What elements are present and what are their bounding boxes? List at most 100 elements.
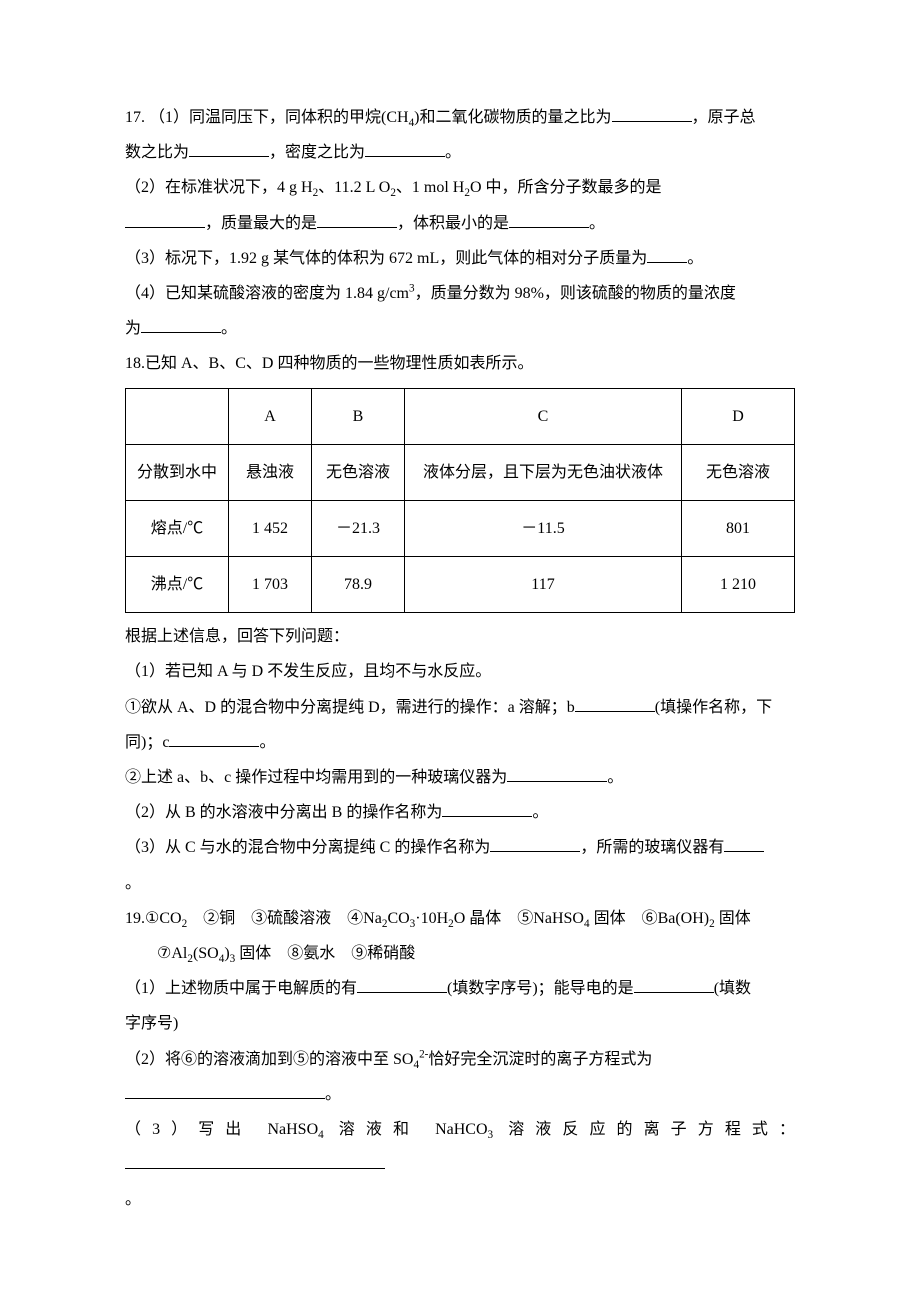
q18-p1: （1）若已知 A 与 D 不发生反应，且均不与水反应。 [125, 654, 795, 689]
q19-items-c: CO [387, 910, 409, 927]
q18-after-table: 根据上述信息，回答下列问题： [125, 619, 795, 654]
q19-p3-end: 。 [125, 1182, 795, 1217]
q19-p2-a: （2）将⑥的溶液滴加到⑤的溶液中至 SO [125, 1051, 413, 1068]
cell: 分散到水中 [126, 444, 229, 500]
q19-items-a: ①CO [145, 910, 182, 927]
q19-p2-c: 。 [325, 1086, 341, 1103]
q19-line2: ⑦Al2(SO4)3 固体 ⑧氨水 ⑨稀硝酸 [125, 936, 795, 971]
q18-p2-a: （2）从 B 的水溶液中分离出 B 的操作名称为 [125, 804, 442, 821]
cell: 801 [682, 500, 795, 556]
q19-line2-a: ⑦Al [157, 945, 187, 962]
q17-line4: ，质量最大的是，体积最小的是。 [125, 206, 795, 241]
q17-line4-b: ，体积最小的是 [397, 215, 509, 232]
blank [442, 800, 532, 817]
q18-p3-b: ，所需的玻璃仪器有 [580, 839, 724, 856]
cell: 1 452 [229, 500, 312, 556]
q17-line5-b: 。 [687, 250, 703, 267]
q19-p2: （2）将⑥的溶液滴加到⑤的溶液中至 SO42-恰好完全沉淀时的离子方程式为 [125, 1042, 795, 1077]
q18-p1b-a: ②上述 a、b、c 操作过程中均需用到的一种玻璃仪器为 [125, 769, 507, 786]
q19-items-g: 固体 [715, 910, 751, 927]
blank [125, 1152, 385, 1169]
q17-line3: （2）在标准状况下，4 g H2、11.2 L O2、1 mol H2O 中，所… [125, 170, 795, 205]
q18-intro-text: 已知 A、B、C、D 四种物质的一些物理性质如表所示。 [145, 355, 533, 372]
q17-line3-b: 、11.2 L O [318, 179, 390, 196]
q18-p1a-a: ①欲从 A、D 的混合物中分离提纯 D，需进行的操作：a 溶解；b [125, 699, 575, 716]
cell: －11.5 [405, 500, 682, 556]
q18-p1a-line2: 同)；c 。 [125, 725, 795, 760]
q17-number: 17. [125, 109, 145, 126]
q17-line5-a: （3）标况下，1.92 g 某气体的体积为 672 mL，则此气体的相对分子质量… [125, 250, 647, 267]
cell: 78.9 [312, 557, 405, 613]
q17-line2-c: 。 [445, 144, 461, 161]
q19-p3-a: （3）写出 NaHSO [125, 1121, 318, 1138]
q19-p1-b: (填数字序号)；能导电的是 [447, 980, 634, 997]
th-c: C [405, 388, 682, 444]
th-d: D [682, 388, 795, 444]
cell: －21.3 [312, 500, 405, 556]
q19-line1: 19.①CO2 ②铜 ③硫酸溶液 ④Na2CO3·10H2O 晶体 ⑤NaHSO… [125, 901, 795, 936]
blank [189, 140, 269, 157]
blank [507, 765, 607, 782]
q19-p2-b: 恰好完全沉淀时的离子方程式为 [428, 1051, 652, 1068]
blank [490, 835, 580, 852]
q18-p2-b: 。 [532, 804, 548, 821]
table-row: 分散到水中 悬浊液 无色溶液 液体分层，且下层为无色油状液体 无色溶液 [126, 444, 795, 500]
table-row: 沸点/℃ 1 703 78.9 117 1 210 [126, 557, 795, 613]
q17-line2-b: ，密度之比为 [269, 144, 365, 161]
q19-items-d: ·10H [415, 910, 448, 927]
q17-line7-a: 为 [125, 320, 141, 337]
q18-p3-a: （3）从 C 与水的混合物中分离提纯 C 的操作名称为 [125, 839, 490, 856]
q17-line3-a: （2）在标准状况下，4 g H [125, 179, 313, 196]
table-row: 熔点/℃ 1 452 －21.3 －11.5 801 [126, 500, 795, 556]
cell: 熔点/℃ [126, 500, 229, 556]
q19-p3-c: 溶液反应的离子方程式： [493, 1121, 795, 1138]
q17-line1-b: （1）同温同压下，同体积的甲烷(CH [149, 109, 409, 126]
q18-p3-end: 。 [125, 866, 795, 901]
blank [575, 695, 655, 712]
q17-line6-a: （4）已知某硫酸溶液的密度为 1.84 g/cm [125, 285, 409, 302]
q19-line2-d: 固体 ⑧氨水 ⑨稀硝酸 [235, 945, 415, 962]
q18-p1b: ②上述 a、b、c 操作过程中均需用到的一种玻璃仪器为。 [125, 760, 795, 795]
cell: 液体分层，且下层为无色油状液体 [405, 444, 682, 500]
th-b: B [312, 388, 405, 444]
q19-p3-b: 溶液和 NaHCO [324, 1121, 488, 1138]
q19-p2-line2: 。 [125, 1077, 795, 1112]
cell: 1 210 [682, 557, 795, 613]
cell: 沸点/℃ [126, 557, 229, 613]
th-blank [126, 388, 229, 444]
q18-intro: 18.已知 A、B、C、D 四种物质的一些物理性质如表所示。 [125, 346, 795, 381]
blank [125, 211, 205, 228]
blank [141, 316, 221, 333]
q17-line2-a: 数之比为 [125, 144, 189, 161]
cell: 117 [405, 557, 682, 613]
q19-p1-a: （1）上述物质中属于电解质的有 [125, 980, 357, 997]
cell: 悬浊液 [229, 444, 312, 500]
q18-p1a-c: 同)；c [125, 734, 169, 751]
q17-line5: （3）标况下，1.92 g 某气体的体积为 672 mL，则此气体的相对分子质量… [125, 241, 795, 276]
q18-p1a: ①欲从 A、D 的混合物中分离提纯 D，需进行的操作：a 溶解；b(填操作名称，… [125, 690, 795, 725]
q17-line6: （4）已知某硫酸溶液的密度为 1.84 g/cm3，质量分数为 98%，则该硫酸… [125, 276, 795, 311]
q17-line1-c: )和二氧化碳物质的量之比为 [414, 109, 611, 126]
blank [357, 976, 447, 993]
th-a: A [229, 388, 312, 444]
blank [365, 140, 445, 157]
q17-line7: 为。 [125, 311, 795, 346]
q17-line6-b: ，质量分数为 98%，则该硫酸的物质的量浓度 [415, 285, 736, 302]
q19-items-f: 固体 ⑥Ba(OH) [590, 910, 710, 927]
q17-line2: 数之比为 ，密度之比为 。 [125, 135, 795, 170]
page-root: 17. （1）同温同压下，同体积的甲烷(CH4)和二氧化碳物质的量之比为，原子总… [0, 0, 920, 1302]
cell: 1 703 [229, 557, 312, 613]
q17-line3-c: 、1 mol H [396, 179, 464, 196]
q17-line7-b: 。 [221, 320, 237, 337]
q17-line4-a: ，质量最大的是 [205, 215, 317, 232]
q19-p1-c: (填数 [714, 980, 751, 997]
q18-number: 18. [125, 355, 145, 372]
q17-line1-d: ，原子总 [692, 109, 756, 126]
q18-p1a-d: 。 [259, 734, 275, 751]
blank [169, 730, 259, 747]
blank [647, 246, 687, 263]
q17-line3-d: O 中，所含分子数最多的是 [470, 179, 662, 196]
q17-line1: 17. （1）同温同压下，同体积的甲烷(CH4)和二氧化碳物质的量之比为，原子总 [125, 100, 795, 135]
q19-items-b: ②铜 ③硫酸溶液 ④Na [187, 910, 382, 927]
cell: 无色溶液 [312, 444, 405, 500]
